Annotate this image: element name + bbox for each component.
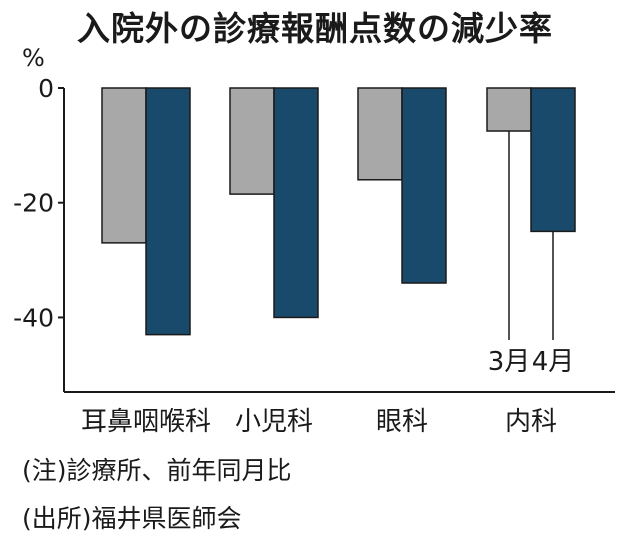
bar-april [145,87,191,336]
chart-title: 入院外の診療報酬点数の減少率 [77,9,553,48]
y-tick-label: 0 [38,74,54,103]
x-category-label: 内科 [505,407,557,437]
x-category-label: 耳鼻咽喉科 [81,407,211,437]
legend-label: 4月 [532,347,575,377]
bars-group [101,87,576,336]
footnote-source: (出所)福井県医師会 [22,504,242,533]
x-category-label: 眼科 [376,407,428,437]
y-axis-unit-label: % [22,44,45,72]
x-labels-group: 耳鼻咽喉科 小児科 眼科 内科 [81,407,557,437]
y-tick-label: -40 [13,303,54,332]
y-ticks-group: 0 -20 -40 [13,74,64,332]
footnote-note: (注)診療所、前年同月比 [22,456,292,485]
bar-april [273,87,319,319]
legend-label: 3月 [488,347,531,377]
axes-group [63,88,615,393]
legend-callouts: 3月 4月 [488,131,575,377]
bar-march [101,87,147,244]
bar-march [357,87,403,181]
bar-april [530,87,576,233]
bar-april [401,87,447,284]
y-tick-label: -20 [13,189,54,218]
bar-march [486,87,532,132]
x-category-label: 小児科 [235,407,313,437]
bar-march [229,87,275,195]
